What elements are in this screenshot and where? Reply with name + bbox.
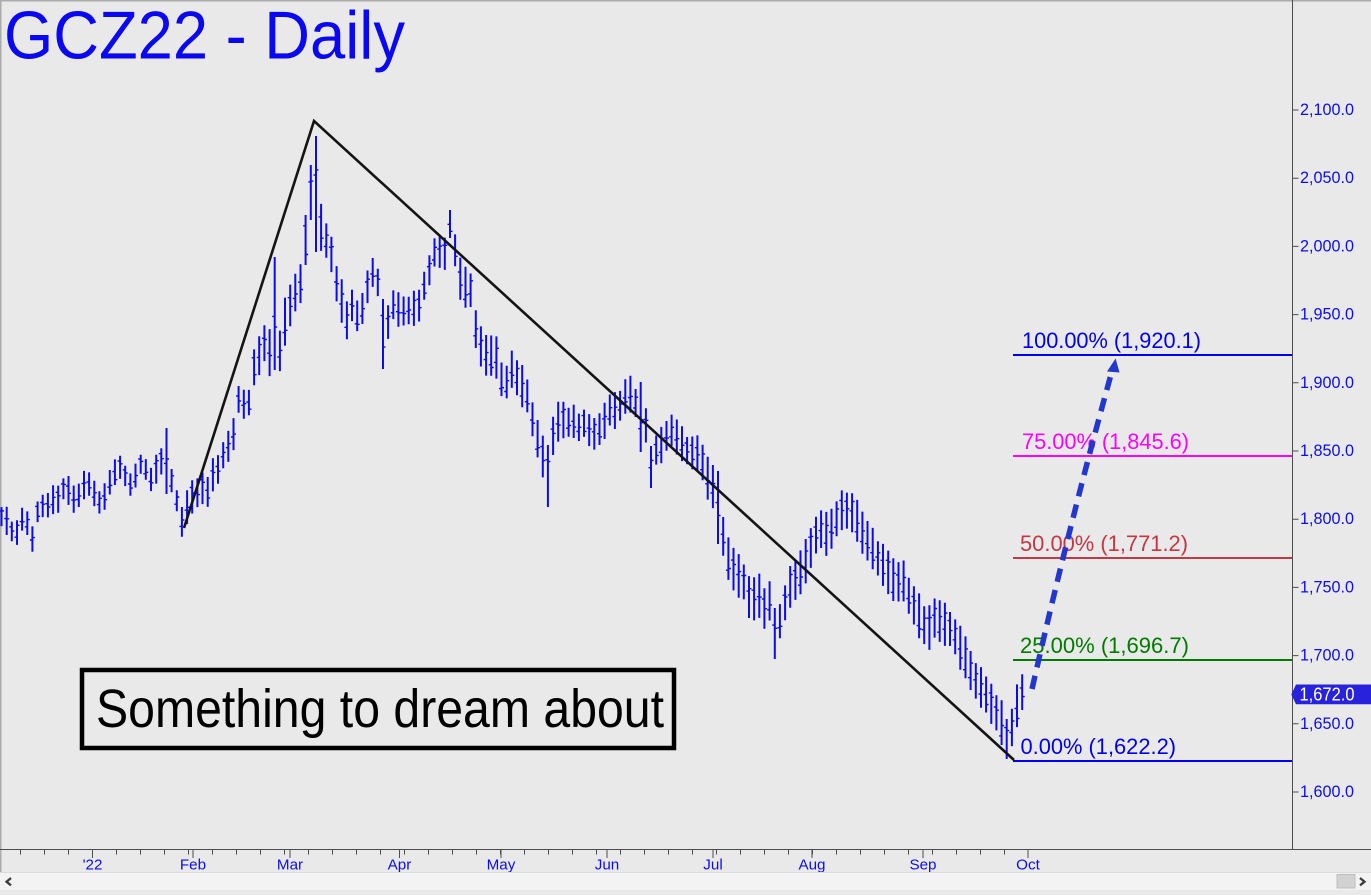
svg-text:Mar: Mar [277, 857, 303, 874]
svg-text:May: May [487, 857, 516, 874]
svg-text:2,100.0: 2,100.0 [1300, 100, 1354, 119]
svg-text:1,850.0: 1,850.0 [1300, 441, 1354, 460]
svg-text:50.00% (1,771.2): 50.00% (1,771.2) [1020, 531, 1188, 556]
svg-text:1,672.0: 1,672.0 [1300, 685, 1355, 705]
svg-text:75.00% (1,845.6): 75.00% (1,845.6) [1022, 429, 1189, 454]
svg-text:2,050.0: 2,050.0 [1300, 168, 1354, 187]
svg-text:1,650.0: 1,650.0 [1300, 714, 1354, 733]
svg-text:Jun: Jun [595, 857, 620, 874]
svg-text:Apr: Apr [388, 857, 412, 874]
svg-text:Jul: Jul [703, 857, 722, 874]
svg-text:1,700.0: 1,700.0 [1300, 646, 1354, 665]
svg-text:Something to dream about: Something to dream about [96, 679, 664, 739]
svg-text:1,800.0: 1,800.0 [1300, 509, 1354, 528]
svg-text:'22: '22 [83, 857, 103, 874]
svg-text:GCZ22 - Daily: GCZ22 - Daily [4, 0, 405, 74]
svg-text:25.00% (1,696.7): 25.00% (1,696.7) [1020, 633, 1189, 658]
svg-text:1,900.0: 1,900.0 [1300, 373, 1354, 392]
svg-text:Feb: Feb [180, 857, 206, 874]
svg-text:Oct: Oct [1016, 857, 1040, 874]
svg-text:Sep: Sep [909, 857, 936, 874]
svg-text:2,000.0: 2,000.0 [1300, 236, 1354, 255]
svg-text:1,600.0: 1,600.0 [1300, 782, 1354, 801]
svg-text:100.00% (1,920.1): 100.00% (1,920.1) [1022, 328, 1201, 353]
svg-text:0.00% (1,622.2): 0.00% (1,622.2) [1021, 734, 1177, 759]
svg-text:1,950.0: 1,950.0 [1300, 305, 1354, 324]
svg-text:Aug: Aug [798, 857, 825, 874]
svg-text:1,750.0: 1,750.0 [1300, 577, 1354, 596]
